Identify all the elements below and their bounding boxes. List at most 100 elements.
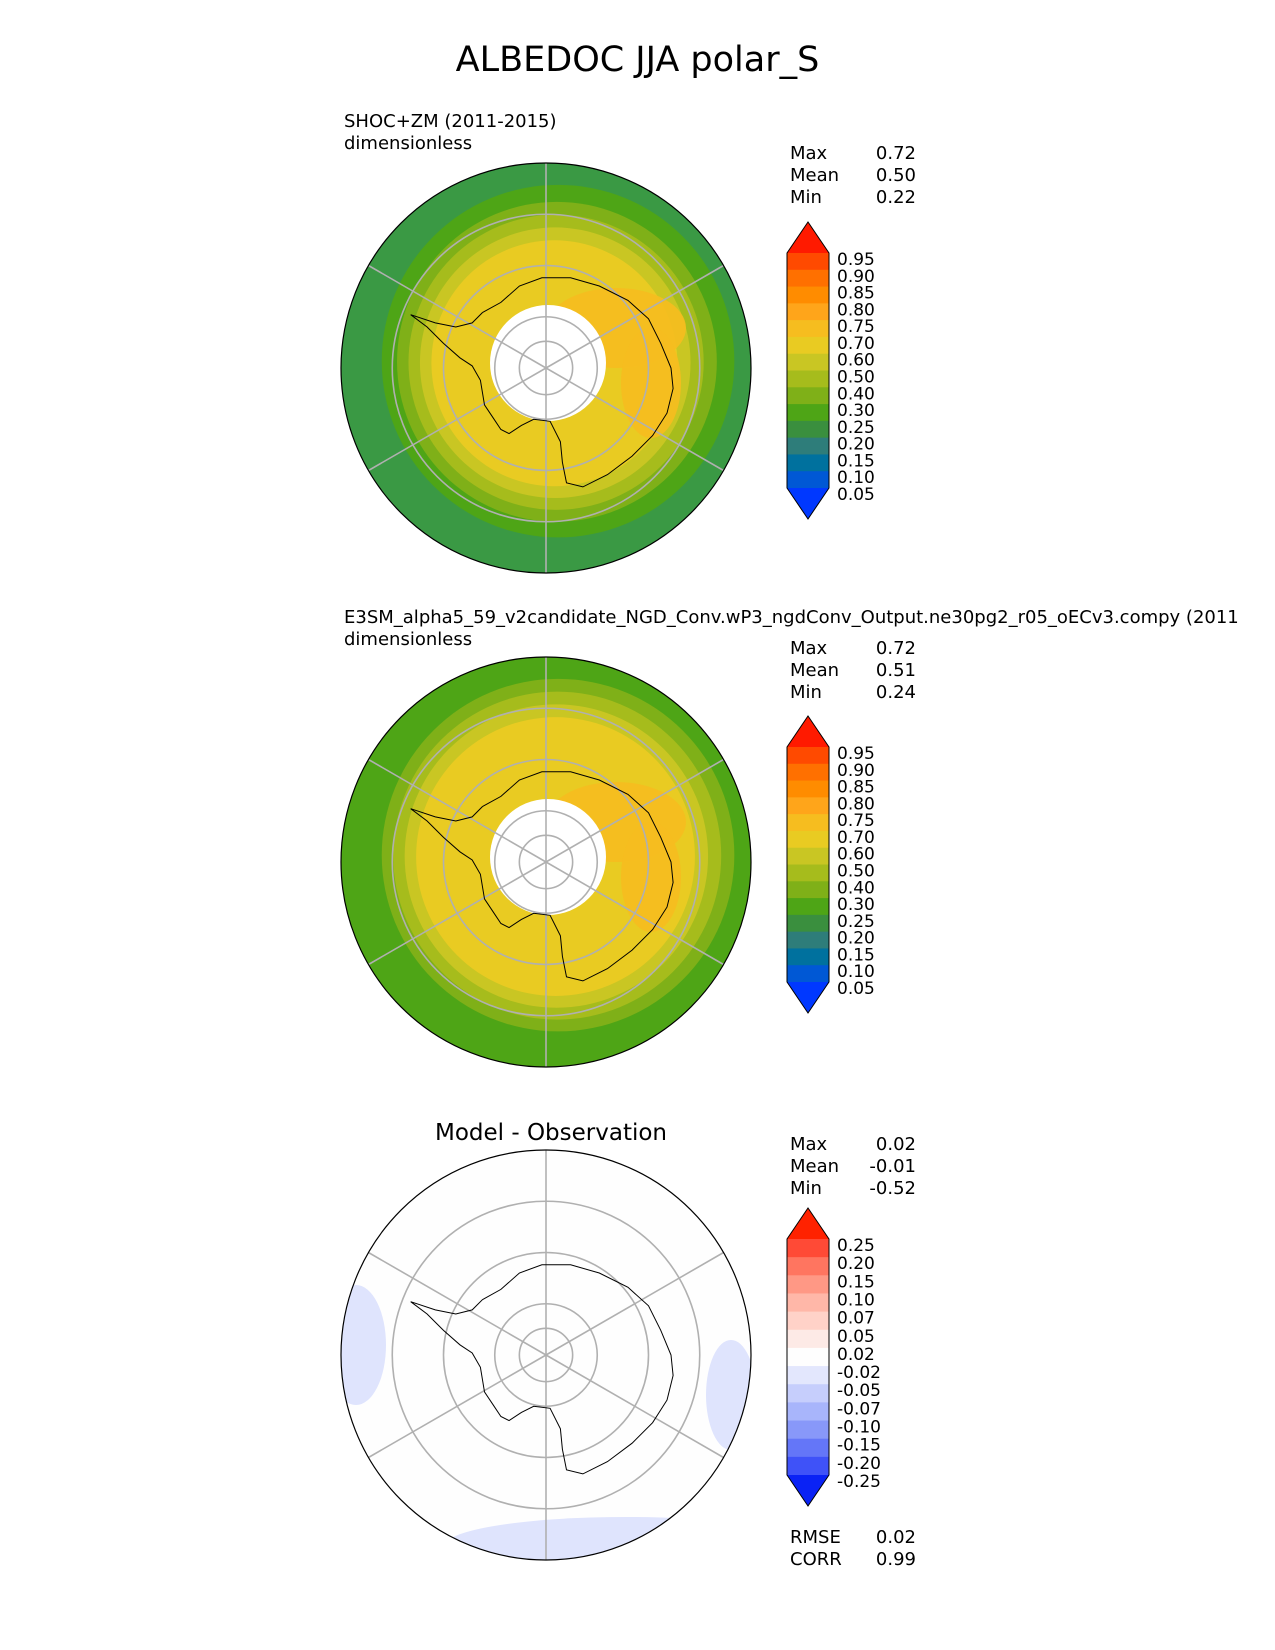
coastline [410, 771, 674, 982]
longitude-gridline [545, 758, 724, 863]
colorbar-tick-label: 0.05 [837, 485, 875, 505]
stat-value: 0.72 [875, 143, 916, 164]
colorbar-segment [787, 1366, 829, 1385]
longitude-gridline [368, 861, 547, 966]
longitude-gridline [368, 1354, 547, 1459]
colorbar-tick-label: 0.60 [837, 845, 875, 865]
colorbar-tick-label: -0.05 [837, 1381, 881, 1401]
longitude-gridline [545, 1354, 724, 1459]
longitude-gridline [368, 367, 547, 472]
longitude-gridline [545, 1251, 724, 1356]
stat-value: -0.01 [869, 1156, 916, 1177]
stat-label: Max [790, 143, 828, 164]
colorbar-tick-label: 0.30 [837, 401, 875, 421]
colorbar-extend-max [787, 222, 829, 253]
colorbar-tick-label: 0.75 [837, 317, 875, 337]
colorbar-outline [786, 1207, 830, 1507]
panel-1-title: SHOC+ZM (2011-2015) [344, 111, 557, 132]
stat-label: CORR [790, 1549, 842, 1570]
colorbar-tick-label: 0.80 [837, 300, 875, 320]
longitude-gridline [545, 264, 724, 369]
colorbar-tick-label: 0.20 [837, 1254, 875, 1274]
colorbar-extend-min [787, 1475, 829, 1506]
colorbar-tick-label: 0.15 [837, 451, 875, 471]
colorbar-tick-label: 0.15 [837, 945, 875, 965]
colorbar-segment [787, 1402, 829, 1422]
panel-1-units: dimensionless [344, 133, 473, 154]
longitude-gridline [545, 367, 724, 472]
colorbar-segment [787, 1384, 829, 1403]
missing-data-hole [490, 305, 606, 421]
coastline [410, 1264, 674, 1475]
colorbar-tick-label: -0.25 [837, 1472, 881, 1492]
colorbar-segment [787, 898, 829, 916]
field-contour [446, 1517, 751, 1560]
colorbar-segment [787, 303, 829, 321]
stat-value: 0.99 [875, 1549, 916, 1570]
colorbar-tick-label: -0.07 [837, 1399, 881, 1419]
field-contour [621, 328, 681, 438]
colorbar-tick-label: 0.05 [837, 979, 875, 999]
colorbar-3: 0.250.200.150.100.070.050.02-0.02-0.05-0… [786, 1207, 881, 1507]
colorbar-segment [787, 881, 829, 899]
stat-label: Mean [790, 1156, 840, 1177]
panel-2-units: dimensionless [344, 629, 473, 650]
colorbar-tick-label: 0.70 [837, 828, 875, 848]
colorbar-tick-label: 0.25 [837, 1236, 875, 1256]
colorbar-segment [787, 914, 829, 933]
colorbar-tick-label: -0.20 [837, 1454, 881, 1474]
colorbar-1: 0.950.900.850.800.750.700.600.500.400.30… [786, 221, 875, 520]
colorbar-segment [787, 814, 829, 832]
coastline [410, 277, 674, 488]
colorbar-tick-label: 0.50 [837, 862, 875, 882]
panel-1-stats: Max 0.72 Mean 0.50 Min 0.22 [790, 143, 916, 209]
stat-label: Max [790, 638, 828, 659]
figure-title: ALBEDOC JJA polar_S [455, 40, 820, 80]
colorbar-segment [787, 747, 829, 765]
colorbar-tick-label: 0.25 [837, 418, 875, 438]
colorbar-segment [787, 864, 829, 882]
longitude-gridline [545, 861, 724, 966]
colorbar-tick-label: 0.07 [837, 1309, 875, 1329]
colorbar-tick-label: 0.05 [837, 1327, 875, 1347]
stat-label: Min [790, 682, 822, 703]
colorbar-segment [787, 780, 829, 798]
colorbar-segment [787, 336, 829, 355]
map-border [340, 656, 752, 1068]
stat-value: 0.50 [875, 165, 916, 186]
colorbar-tick-label: 0.02 [837, 1345, 875, 1365]
colorbar-segment [787, 420, 829, 439]
colorbar-segment [787, 797, 829, 815]
colorbar-segment [787, 1293, 829, 1313]
colorbar-segment [787, 404, 829, 422]
map-border [340, 162, 752, 574]
colorbar-segment [787, 471, 829, 489]
map-border [340, 1149, 752, 1561]
polar-map-3 [340, 1149, 752, 1561]
colorbar-tick-label: 0.10 [837, 1290, 875, 1310]
colorbar-tick-label: 0.40 [837, 878, 875, 898]
colorbar-tick-label: 0.95 [837, 250, 875, 270]
longitude-gridline [368, 758, 547, 863]
colorbar-segment [787, 1239, 829, 1258]
panel-2-stats: Max 0.72 Mean 0.51 Min 0.24 [790, 638, 916, 704]
colorbar-tick-label: 0.80 [837, 794, 875, 814]
colorbar-segment [787, 269, 829, 288]
colorbar-segment [787, 1420, 829, 1440]
field-contour [341, 1285, 386, 1405]
colorbar-extend-max [787, 1208, 829, 1239]
colorbar-tick-label: 0.60 [837, 351, 875, 371]
colorbar-segment [787, 353, 829, 371]
longitude-gridline [368, 1251, 547, 1356]
colorbar-tick-label: 0.20 [837, 929, 875, 949]
colorbar-segment [787, 931, 829, 949]
colorbar-tick-label: 0.50 [837, 368, 875, 388]
colorbar-segment [787, 454, 829, 472]
colorbar-tick-label: 0.20 [837, 435, 875, 455]
stat-value: 0.02 [875, 1134, 916, 1155]
missing-data-hole [490, 799, 606, 915]
colorbar-segment [787, 847, 829, 865]
colorbar-tick-label: -0.02 [837, 1363, 881, 1383]
polar-map-2 [340, 656, 752, 1068]
colorbar-extend-min [787, 488, 829, 519]
